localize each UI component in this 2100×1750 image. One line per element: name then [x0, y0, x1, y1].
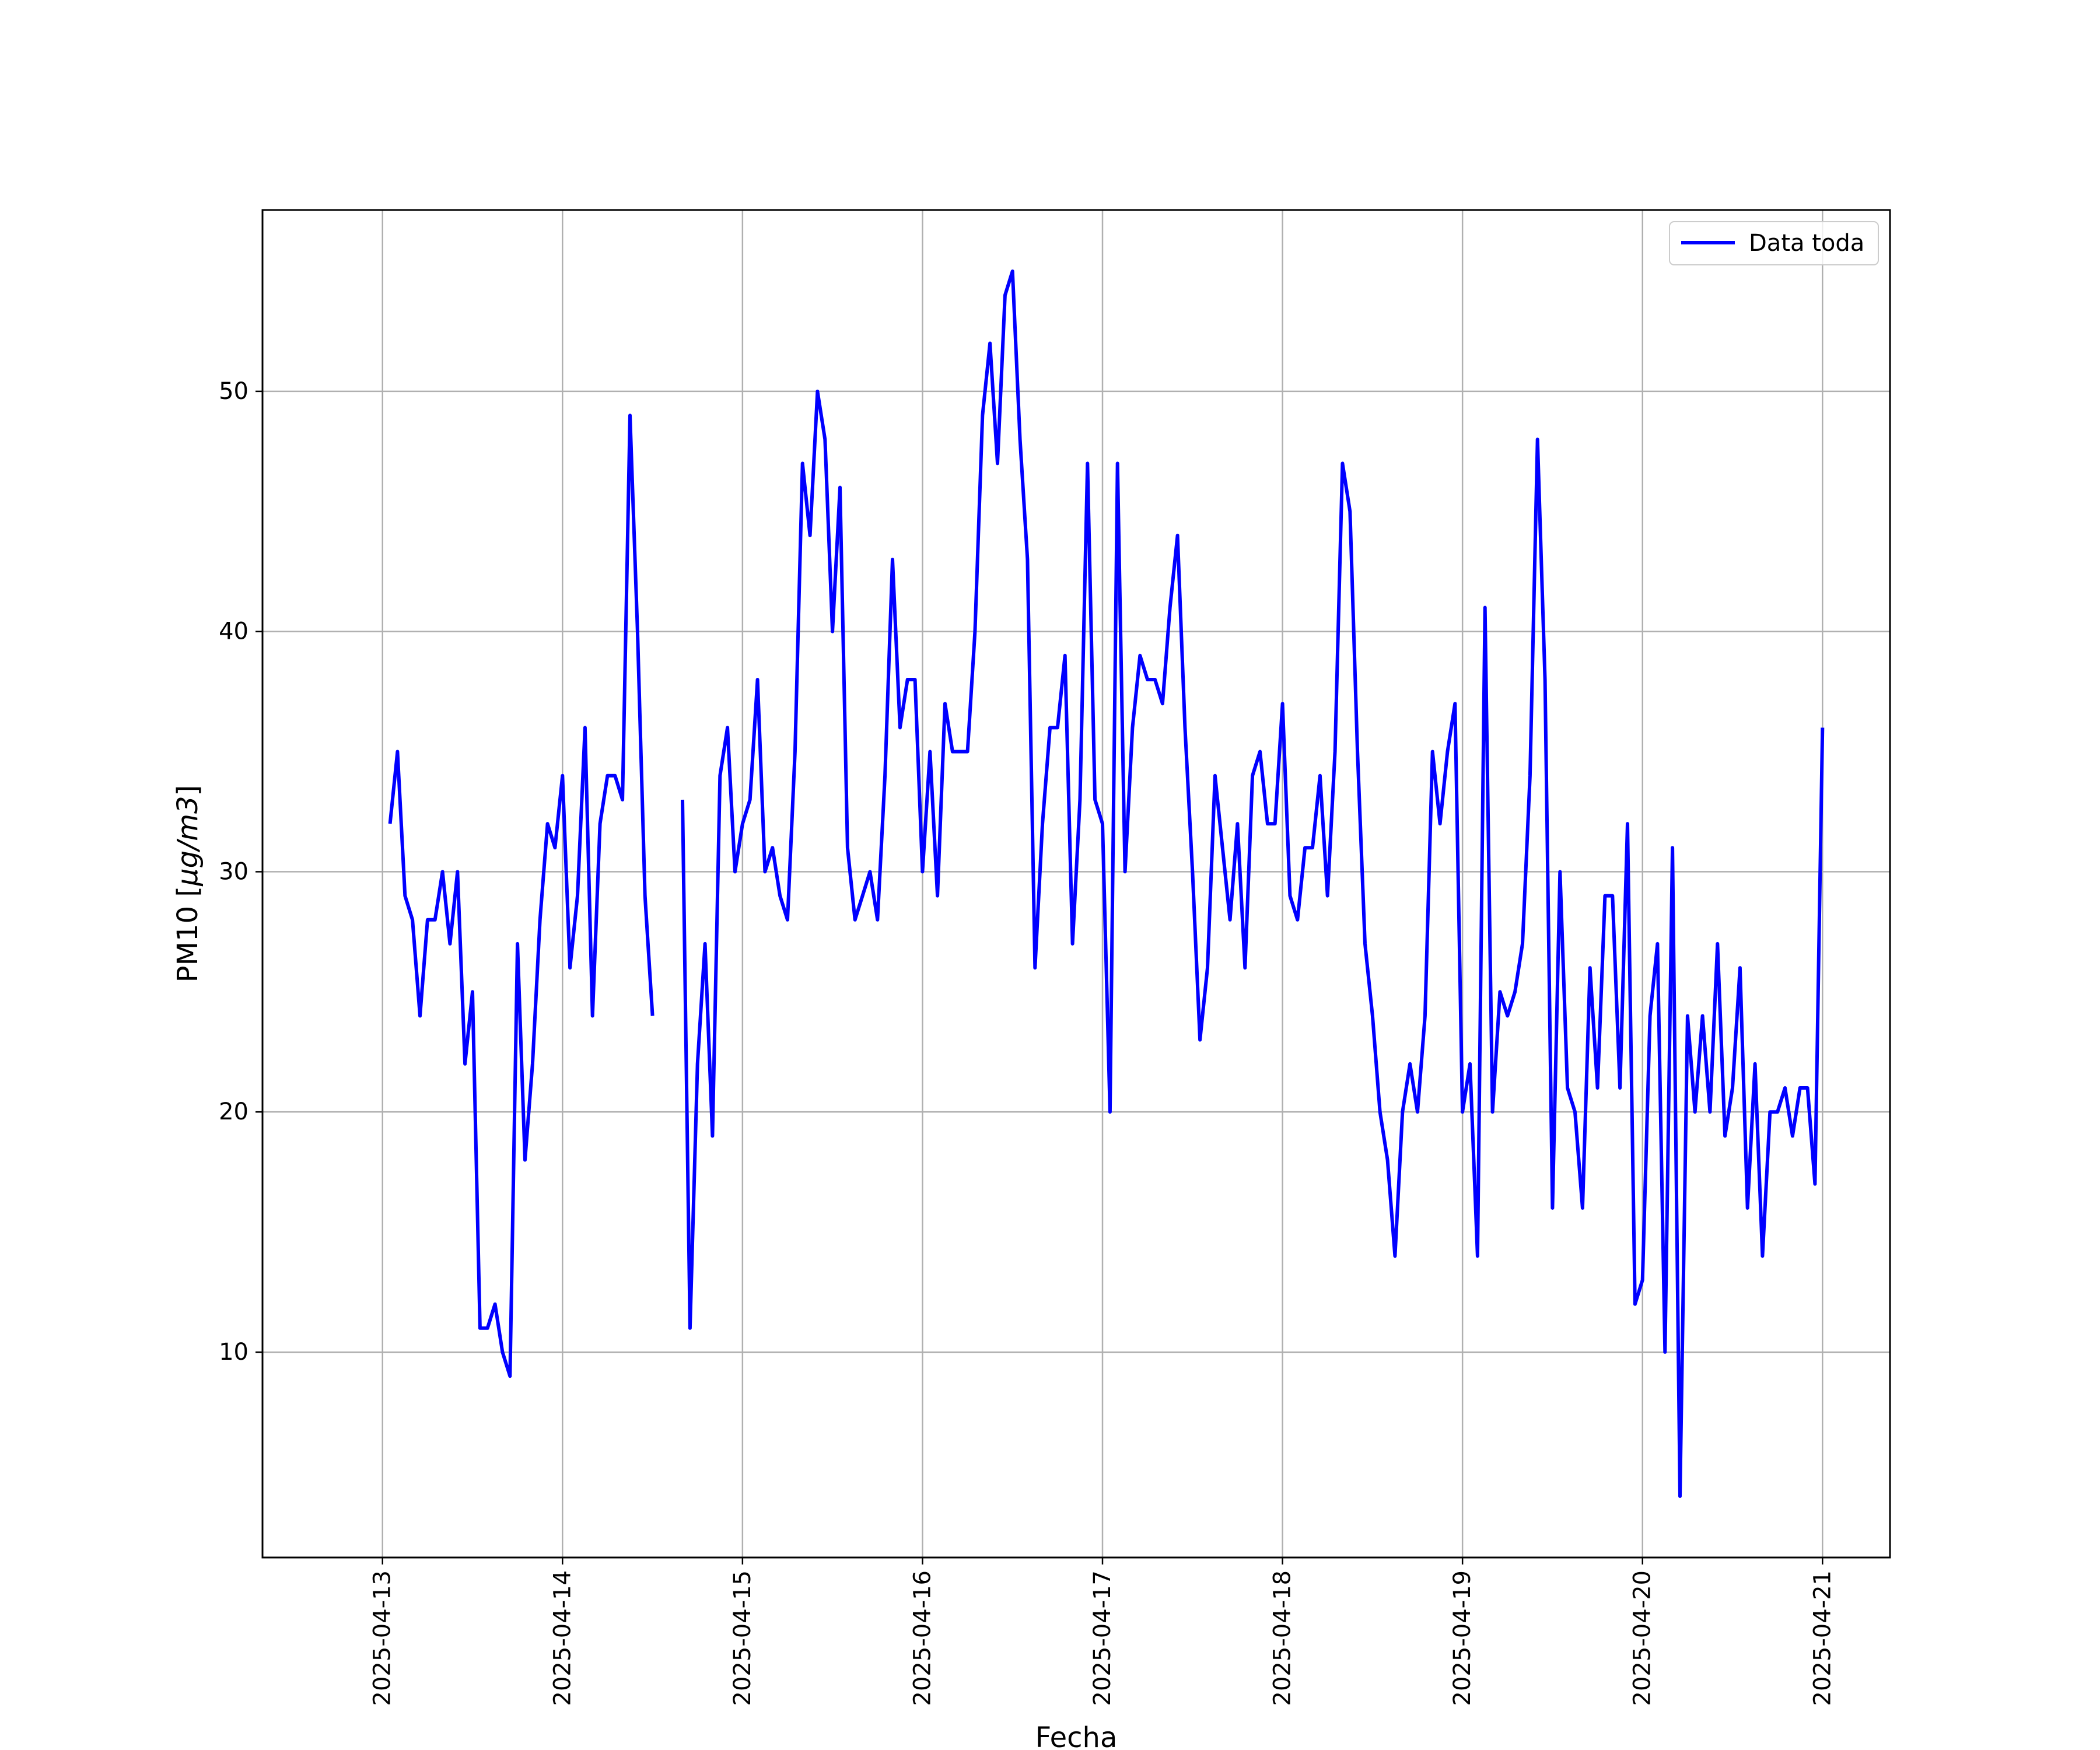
data-point — [607, 775, 608, 776]
data-point — [1657, 943, 1658, 944]
data-point — [1214, 775, 1215, 776]
data-point — [990, 343, 991, 344]
data-point — [465, 1063, 466, 1064]
data-point — [832, 631, 833, 632]
y-tick-label: 40 — [219, 618, 249, 645]
data-point — [622, 799, 623, 800]
x-tick-label: 2025-04-18 — [1269, 1570, 1296, 1706]
series-line-0 — [388, 414, 654, 1378]
y-tick-label: 20 — [219, 1098, 249, 1125]
x-tick-label: 2025-04-16 — [909, 1570, 936, 1706]
data-point — [584, 727, 585, 728]
data-point — [1297, 919, 1298, 920]
x-axis: 2025-04-13 2025-04-14 2025-04-15 2025-04-16… — [369, 1558, 1836, 1706]
x-tick-label: 2025-04-14 — [549, 1570, 576, 1706]
data-point — [1132, 727, 1133, 728]
data-point — [697, 1063, 698, 1064]
data-point — [1680, 1496, 1681, 1497]
data-point — [1027, 559, 1028, 560]
x-tick-label: 2025-04-20 — [1629, 1570, 1656, 1706]
series-line-0 — [681, 270, 1825, 1498]
data-point — [937, 895, 938, 896]
data-point — [1612, 895, 1613, 896]
data-point — [427, 919, 428, 920]
y-axis-title-units: µg/m3 — [172, 796, 204, 886]
x-axis-title: Fecha — [1035, 1721, 1118, 1750]
data-point — [952, 751, 953, 752]
x-tick-label: 2025-04-15 — [729, 1570, 756, 1706]
data-point — [840, 487, 841, 488]
x-tick-label: 2025-04-19 — [1449, 1570, 1476, 1706]
y-tick-label: 50 — [219, 378, 249, 405]
data-point — [1432, 751, 1433, 752]
data-point — [517, 943, 518, 944]
data-point — [562, 775, 563, 776]
data-point — [1822, 727, 1823, 728]
data-point — [885, 775, 886, 776]
y-tick-label: 30 — [219, 858, 249, 885]
data-point — [1252, 775, 1253, 776]
data-point — [727, 727, 728, 728]
data-point — [1357, 751, 1358, 752]
legend-label: Data toda — [1749, 230, 1864, 257]
grid — [262, 210, 1890, 1558]
data-point — [1012, 271, 1013, 272]
data-point — [1537, 439, 1538, 440]
data-point — [802, 463, 803, 464]
x-tick-label: 2025-04-21 — [1809, 1570, 1836, 1706]
series-layer — [388, 270, 1825, 1498]
data-point — [794, 751, 795, 752]
y-axis: 10 20 30 40 50 — [219, 378, 262, 1366]
data-point — [1522, 943, 1523, 944]
legend: Data toda — [1669, 221, 1879, 265]
data-point — [1177, 535, 1178, 536]
data-point — [892, 559, 893, 560]
data-point — [1447, 751, 1448, 752]
legend-box — [1669, 221, 1879, 265]
data-point — [532, 1063, 533, 1064]
data-point — [1057, 727, 1058, 728]
y-tick-label: 10 — [219, 1339, 249, 1366]
data-point — [1095, 799, 1096, 800]
data-point — [1050, 727, 1051, 728]
data-point — [397, 751, 398, 752]
x-tick-label: 2025-04-17 — [1089, 1570, 1116, 1706]
data-point — [982, 415, 983, 416]
data-point — [1117, 463, 1118, 464]
data-point — [1470, 1063, 1471, 1064]
y-axis-title: PM10 [µg/m3] — [172, 785, 204, 983]
y-axis-title-text: PM10 [ — [172, 886, 204, 982]
data-point — [630, 415, 631, 416]
data-point — [877, 919, 878, 920]
data-point — [1087, 463, 1088, 464]
data-point — [1072, 943, 1073, 944]
data-point — [637, 631, 638, 632]
data-point — [682, 799, 683, 800]
data-point — [1365, 943, 1366, 944]
data-point — [1260, 751, 1261, 752]
data-point — [1717, 943, 1718, 944]
data-point — [412, 919, 413, 920]
plot-frame — [261, 209, 1891, 1559]
data-point — [1342, 463, 1343, 464]
data-point — [862, 895, 863, 896]
data-point — [1327, 895, 1328, 896]
data-point — [967, 751, 968, 752]
x-tick-label: 2025-04-13 — [369, 1570, 396, 1706]
y-axis-title-close: ] — [172, 785, 204, 796]
